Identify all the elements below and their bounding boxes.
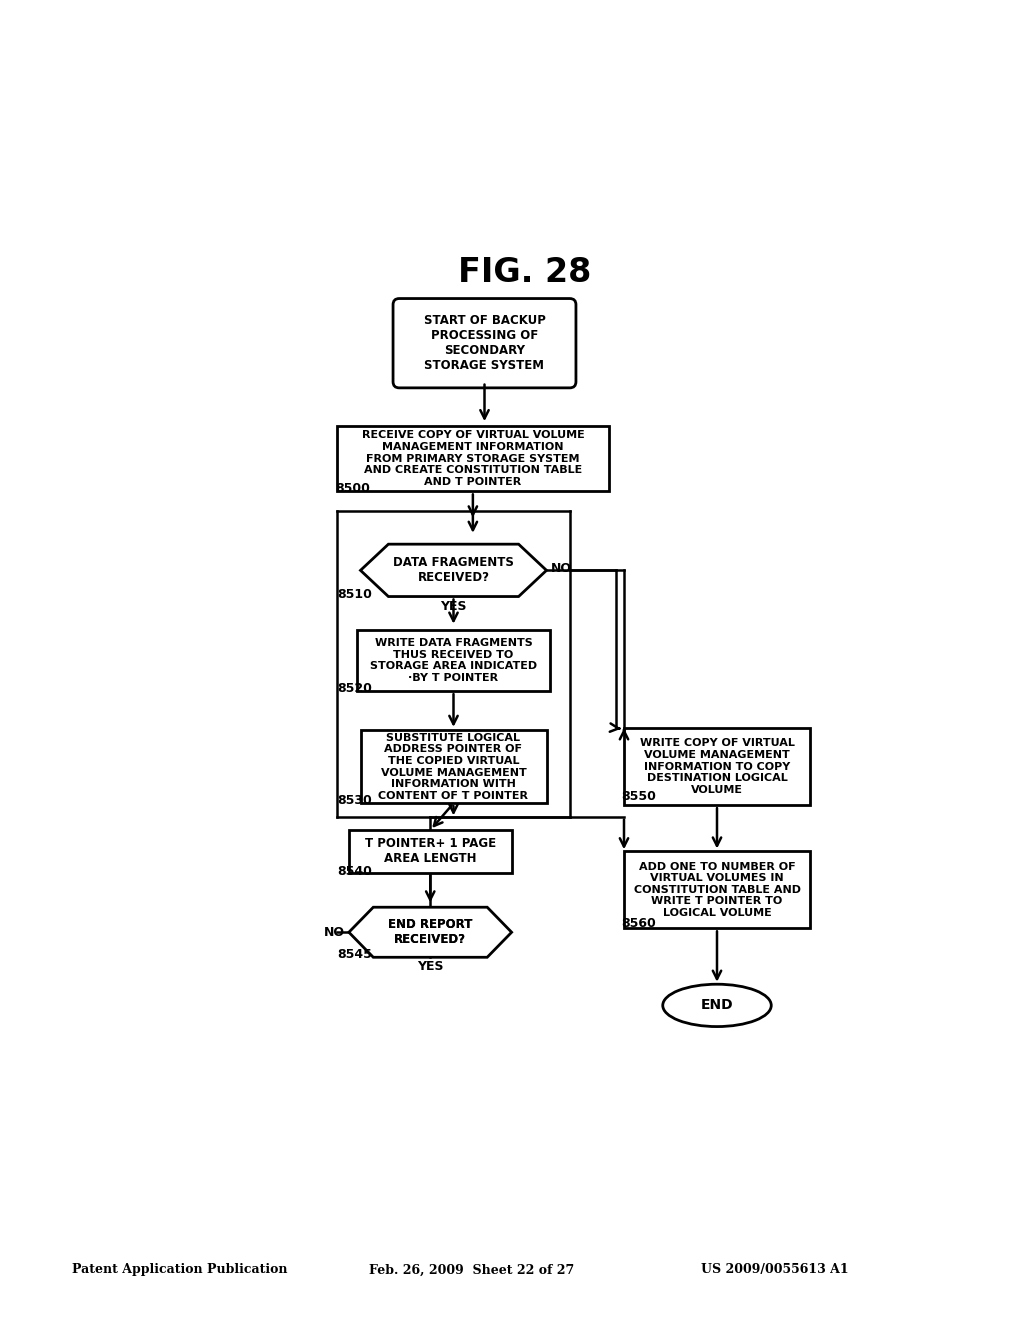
Text: 8510: 8510 [337,589,372,601]
Text: END REPORT
RECEIVED?: END REPORT RECEIVED? [388,919,472,946]
Bar [360,730,547,804]
Text: 8560: 8560 [622,917,656,929]
Text: DATA FRAGMENTS
RECEIVED?: DATA FRAGMENTS RECEIVED? [393,556,514,585]
Text: Feb. 26, 2009  Sheet 22 of 27: Feb. 26, 2009 Sheet 22 of 27 [369,1263,573,1276]
Text: RECEIVE COPY OF VIRTUAL VOLUME
MANAGEMENT INFORMATION
FROM PRIMARY STORAGE SYSTE: RECEIVE COPY OF VIRTUAL VOLUME MANAGEMEN… [361,430,585,487]
Bar [349,830,512,873]
Polygon shape [349,907,512,957]
Text: 8530: 8530 [337,795,372,808]
Text: YES: YES [440,601,467,614]
Text: 8500: 8500 [336,482,371,495]
Text: NO: NO [324,925,345,939]
Text: 8540: 8540 [337,866,372,878]
Bar [337,426,608,491]
Text: 8520: 8520 [337,682,372,696]
Text: 8545: 8545 [337,948,372,961]
Text: NO: NO [550,561,571,574]
Text: Patent Application Publication: Patent Application Publication [72,1263,287,1276]
Text: US 2009/0055613 A1: US 2009/0055613 A1 [701,1263,849,1276]
Bar [624,851,810,928]
Ellipse shape [663,985,771,1027]
Text: YES: YES [417,960,443,973]
Text: 8550: 8550 [622,789,656,803]
Bar [356,630,550,692]
Polygon shape [360,544,547,597]
Text: END: END [700,998,733,1012]
Text: T POINTER+ 1 PAGE
AREA LENGTH: T POINTER+ 1 PAGE AREA LENGTH [365,837,496,866]
Text: END REPORT
RECEIVED?: END REPORT RECEIVED? [388,919,472,946]
Text: WRITE COPY OF VIRTUAL
VOLUME MANAGEMENT
INFORMATION TO COPY
DESTINATION LOGICAL
: WRITE COPY OF VIRTUAL VOLUME MANAGEMENT … [640,738,795,795]
Text: WRITE DATA FRAGMENTS
THUS RECEIVED TO
STORAGE AREA INDICATED
·BY T POINTER: WRITE DATA FRAGMENTS THUS RECEIVED TO ST… [370,638,537,682]
FancyBboxPatch shape [393,298,575,388]
Bar [624,729,810,805]
Text: SUBSTITUTE LOGICAL
ADDRESS POINTER OF
THE COPIED VIRTUAL
VOLUME MANAGEMENT
INFOR: SUBSTITUTE LOGICAL ADDRESS POINTER OF TH… [379,733,528,801]
Text: START OF BACKUP
PROCESSING OF
SECONDARY
STORAGE SYSTEM: START OF BACKUP PROCESSING OF SECONDARY … [424,314,546,372]
Text: FIG. 28: FIG. 28 [458,256,592,289]
Text: ADD ONE TO NUMBER OF
VIRTUAL VOLUMES IN
CONSTITUTION TABLE AND
WRITE T POINTER T: ADD ONE TO NUMBER OF VIRTUAL VOLUMES IN … [634,862,801,919]
